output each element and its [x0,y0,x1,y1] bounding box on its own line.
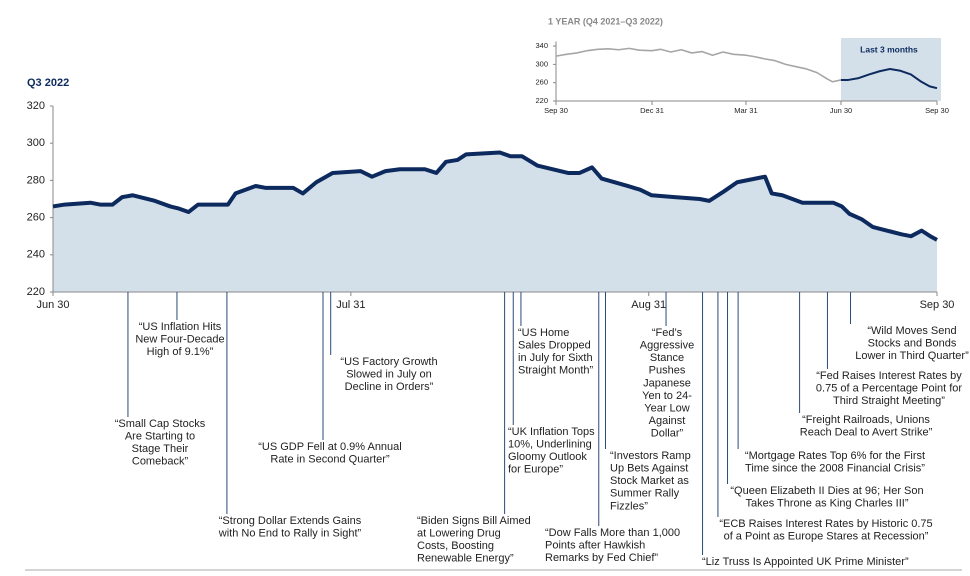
line [840,67,938,90]
line [555,47,842,83]
annotation-text: “Wild Moves Send [867,325,956,337]
annotation-text: Sales Dropped [518,340,591,352]
y-tick-label: 280 [27,174,45,186]
y-tick-label: 340 [535,41,548,50]
annotation-text: 10%, Underlining [508,439,592,451]
annotation-text: “Strong Dollar Extends Gains [219,515,362,527]
annotation-text: “Investors Ramp [610,450,691,462]
annotation-text: Summer Rally [610,488,680,500]
annotation-text: Stock Market as [610,475,689,487]
annotation-text: Renewable Energy” [417,553,514,565]
annotation-text: Comeback” [132,456,189,468]
annotation-text: with No End to Rally in Sight” [218,528,362,540]
annotation-text: Gloomy Outlook [508,451,587,463]
annotation-text: “Fed Raises Interest Rates by [816,370,962,382]
annotation-text: “Small Cap Stocks [115,418,206,430]
x-tick-label: Mar 31 [734,106,757,115]
annotation-text: “US Factory Growth [340,356,437,368]
annotation-text: Third Straight Meeting” [833,395,945,407]
y-tick-label: 260 [535,78,548,87]
annotation-text: “Dow Falls More than 1,000 [545,527,680,539]
annotation-text: Dollar” [651,428,684,440]
annotation-text: Rate in Second Quarter” [270,454,390,466]
annotation-text: Year Low [644,403,690,415]
annotation-text: Decline in Orders” [345,381,434,393]
x-tick-label: Jun 30 [36,299,69,311]
annotation-text: Against [649,415,686,427]
annotation-text: New Four-Decade [135,334,224,346]
annotation-text: Slowed in July on [346,369,432,381]
annotation-text: “Mortgage Rates Top 6% for the First [745,450,925,462]
y-tick-label: 300 [535,59,548,68]
y-tick-label: 300 [27,137,45,149]
annotation-text: “Freight Railroads, Unions [802,414,930,426]
annotation-text: “ECB Raises Interest Rates by Historic 0… [719,518,932,530]
area-fill [53,152,937,292]
annotation-text: “Liz Truss Is Appointed UK Prime Ministe… [702,556,909,568]
annotation-text: Remarks by Fed Chief” [545,552,658,564]
y-tick-label: 260 [27,212,45,224]
annotation-text: Yen to 24- [642,390,692,402]
annotation-text: Takes Throne as King Charles III” [745,498,908,510]
annotation-text: Up Bets Against [610,463,688,475]
annotation-text: in July for Sixth [518,352,593,364]
annotation-text: High of 9.1%” [147,346,214,358]
annotation-text: Time since the 2008 Financial Crisis” [745,463,925,475]
annotation-text: Stance [650,352,684,364]
annotation-text: Stocks and Bonds [868,338,957,350]
annotation-text: “Queen Elizabeth II Dies at 96; Her Son [730,485,923,497]
annotation-text: Japanese [643,377,691,389]
annotation-text: “Biden Signs Bill Aimed [417,515,531,527]
x-tick-label: Sep 30 [920,299,955,311]
annotation-text: Reach Deal to Avert Strike” [800,427,933,439]
annotation-text: “UK Inflation Tops [508,426,595,438]
annotation-text: of a Point as Europe Stares at Recession… [724,531,929,543]
annotation-text: Fizzles” [610,500,648,512]
x-tick-label: Jun 30 [830,106,853,115]
x-tick-label: Sep 30 [925,106,949,115]
inset-title: 1 YEAR (Q4 2021–Q3 2022) [548,16,663,26]
y-tick-label: 320 [27,100,45,112]
annotation-text: “Fed’s [652,327,683,339]
annotation-text: 0.75 of a Percentage Point for [816,383,962,395]
annotation-text: “US GDP Fell at 0.9% Annual [258,441,401,453]
annotation-text: for Europe” [508,464,563,476]
annotation-text: Stage Their [132,443,189,455]
annotation-text: “US Inflation Hits [139,321,222,333]
annotation-text: Costs, Boosting [417,540,494,552]
annotation-text: Lower in Third Quarter” [855,350,969,362]
y-tick-label: 220 [27,286,45,298]
y-tick-label: 240 [27,249,45,261]
annotation-text: Points after Hawkish [545,540,645,552]
x-tick-label: Sep 30 [544,106,568,115]
annotation-text: Aggressive [640,340,694,352]
line [52,150,938,242]
x-tick-label: Dec 31 [640,106,664,115]
highlight-label: Last 3 months [860,44,918,54]
annotation-text: “US Home [518,327,569,339]
annotation-text: Pushes [649,365,686,377]
annotation-text: Straight Month” [518,365,594,377]
annotation-text: at Lowering Drug [417,528,501,540]
annotation-text: Are Starting to [125,431,195,443]
x-tick-label: Jul 31 [336,299,365,311]
chart-title: Q3 2022 [27,77,69,89]
x-tick-label: Aug 31 [631,299,666,311]
y-tick-label: 220 [535,96,548,105]
